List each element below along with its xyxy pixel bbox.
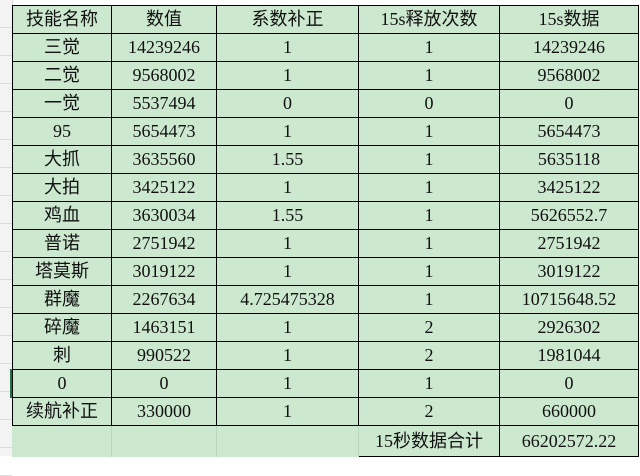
data-cell[interactable]: 0 — [358, 89, 500, 118]
total-label-cell[interactable]: 15秒数据合计 — [358, 425, 500, 457]
data-cell[interactable]: 1 — [216, 61, 359, 90]
data-cell[interactable]: 刺 — [12, 341, 112, 370]
data-cell[interactable]: 1 — [358, 117, 500, 146]
header-row: 技能名称 数值 系数补正 15s释放次数 15s数据 — [12, 5, 639, 34]
table-row: 续航补正 330000 1 2 660000 — [12, 397, 639, 426]
data-cell[interactable]: 2751942 — [499, 229, 639, 258]
data-cell[interactable]: 3635560 — [111, 145, 217, 174]
data-cell[interactable]: 鸡血 — [12, 201, 112, 230]
table-row: 二觉 9568002 1 1 9568002 — [12, 61, 639, 90]
data-cell[interactable]: 0 — [111, 369, 217, 398]
data-cell[interactable]: 普诺 — [12, 229, 112, 258]
header-cell[interactable]: 15s数据 — [499, 5, 639, 34]
header-cell[interactable]: 15s释放次数 — [358, 5, 500, 34]
empty-cell[interactable] — [216, 425, 359, 457]
data-cell[interactable]: 1 — [358, 257, 500, 286]
data-cell[interactable]: 1 — [216, 117, 359, 146]
data-cell[interactable]: 5635118 — [499, 145, 639, 174]
table-row: 塔莫斯 3019122 1 1 3019122 — [12, 257, 639, 286]
data-cell[interactable]: 1 — [358, 285, 500, 314]
data-cell[interactable]: 3019122 — [499, 257, 639, 286]
header-cell[interactable]: 数值 — [111, 5, 217, 34]
data-cell[interactable]: 1 — [358, 145, 500, 174]
data-cell[interactable]: 2267634 — [111, 285, 217, 314]
data-cell[interactable]: 1463151 — [111, 313, 217, 342]
data-cell[interactable]: 2 — [358, 313, 500, 342]
table-row: 95 5654473 1 1 5654473 — [12, 117, 639, 146]
data-cell[interactable]: 1 — [216, 369, 359, 398]
data-cell[interactable]: 0 — [216, 89, 359, 118]
data-cell[interactable]: 1 — [216, 257, 359, 286]
data-cell[interactable]: 660000 — [499, 397, 639, 426]
data-cell[interactable]: 1 — [358, 369, 500, 398]
data-cell[interactable]: 5626552.7 — [499, 201, 639, 230]
data-cell[interactable]: 1 — [216, 313, 359, 342]
data-cell[interactable]: 4.725475328 — [216, 285, 359, 314]
table-row: 大拍 3425122 1 1 3425122 — [12, 173, 639, 202]
data-cell[interactable]: 95 — [12, 117, 112, 146]
data-cell[interactable]: 1.55 — [216, 145, 359, 174]
data-cell[interactable]: 2 — [358, 397, 500, 426]
data-cell[interactable]: 1 — [216, 33, 359, 62]
table-row: 大抓 3635560 1.55 1 5635118 — [12, 145, 639, 174]
header-cell[interactable]: 技能名称 — [12, 5, 112, 34]
data-cell[interactable]: 1981044 — [499, 341, 639, 370]
header-cell[interactable]: 系数补正 — [216, 5, 359, 34]
data-cell[interactable]: 0 — [499, 89, 639, 118]
data-cell[interactable]: 大拍 — [12, 173, 112, 202]
table-row: 鸡血 3630034 1.55 1 5626552.7 — [12, 201, 639, 230]
data-cell[interactable]: 1 — [216, 397, 359, 426]
data-cell[interactable]: 1 — [358, 229, 500, 258]
data-cell[interactable]: 续航补正 — [12, 397, 112, 426]
empty-cell[interactable] — [12, 425, 112, 457]
active-row-indicator — [10, 369, 13, 398]
data-cell[interactable]: 二觉 — [12, 61, 112, 90]
data-cell[interactable]: 1 — [216, 229, 359, 258]
data-cell[interactable]: 2 — [358, 341, 500, 370]
data-cell[interactable]: 大抓 — [12, 145, 112, 174]
table-row: 群魔 2267634 4.725475328 1 10715648.52 — [12, 285, 639, 314]
data-cell[interactable]: 0 — [499, 369, 639, 398]
total-row: 15秒数据合计 66202572.22 — [12, 425, 639, 457]
data-cell[interactable]: 9568002 — [499, 61, 639, 90]
table-row: 三觉 14239246 1 1 14239246 — [12, 33, 639, 62]
table-row: 刺 990522 1 2 1981044 — [12, 341, 639, 370]
data-cell[interactable]: 990522 — [111, 341, 217, 370]
data-cell[interactable]: 三觉 — [12, 33, 112, 62]
data-cell[interactable]: 1 — [216, 173, 359, 202]
data-cell[interactable]: 1 — [216, 341, 359, 370]
data-cell[interactable]: 碎魔 — [12, 313, 112, 342]
data-cell[interactable]: 2751942 — [111, 229, 217, 258]
empty-cell[interactable] — [111, 425, 217, 457]
data-cell[interactable]: 5654473 — [499, 117, 639, 146]
data-cell[interactable]: 1.55 — [216, 201, 359, 230]
data-cell[interactable]: 3425122 — [499, 173, 639, 202]
table-row: 一觉 5537494 0 0 0 — [12, 89, 639, 118]
data-cell[interactable]: 3630034 — [111, 201, 217, 230]
data-cell[interactable]: 2926302 — [499, 313, 639, 342]
data-cell[interactable]: 5654473 — [111, 117, 217, 146]
data-cell[interactable]: 1 — [358, 173, 500, 202]
data-cell[interactable]: 3019122 — [111, 257, 217, 286]
data-cell[interactable]: 1 — [358, 33, 500, 62]
data-cell[interactable]: 1 — [358, 201, 500, 230]
data-cell[interactable]: 9568002 — [111, 61, 217, 90]
data-cell[interactable]: 一觉 — [12, 89, 112, 118]
data-cell[interactable]: 330000 — [111, 397, 217, 426]
data-cell[interactable]: 5537494 — [111, 89, 217, 118]
data-cell[interactable]: 塔莫斯 — [12, 257, 112, 286]
data-cell[interactable]: 3425122 — [111, 173, 217, 202]
data-cell[interactable]: 0 — [12, 369, 112, 398]
data-cell[interactable]: 14239246 — [499, 33, 639, 62]
table-row: 碎魔 1463151 1 2 2926302 — [12, 313, 639, 342]
data-cell[interactable]: 1 — [358, 61, 500, 90]
data-cell[interactable]: 群魔 — [12, 285, 112, 314]
data-cell[interactable]: 10715648.52 — [499, 285, 639, 314]
total-value-cell[interactable]: 66202572.22 — [499, 425, 639, 457]
table-row: 普诺 2751942 1 1 2751942 — [12, 229, 639, 258]
data-cell[interactable]: 14239246 — [111, 33, 217, 62]
spreadsheet-table: 技能名称 数值 系数补正 15s释放次数 15s数据 三觉 14239246 1 1 1… — [12, 5, 639, 457]
